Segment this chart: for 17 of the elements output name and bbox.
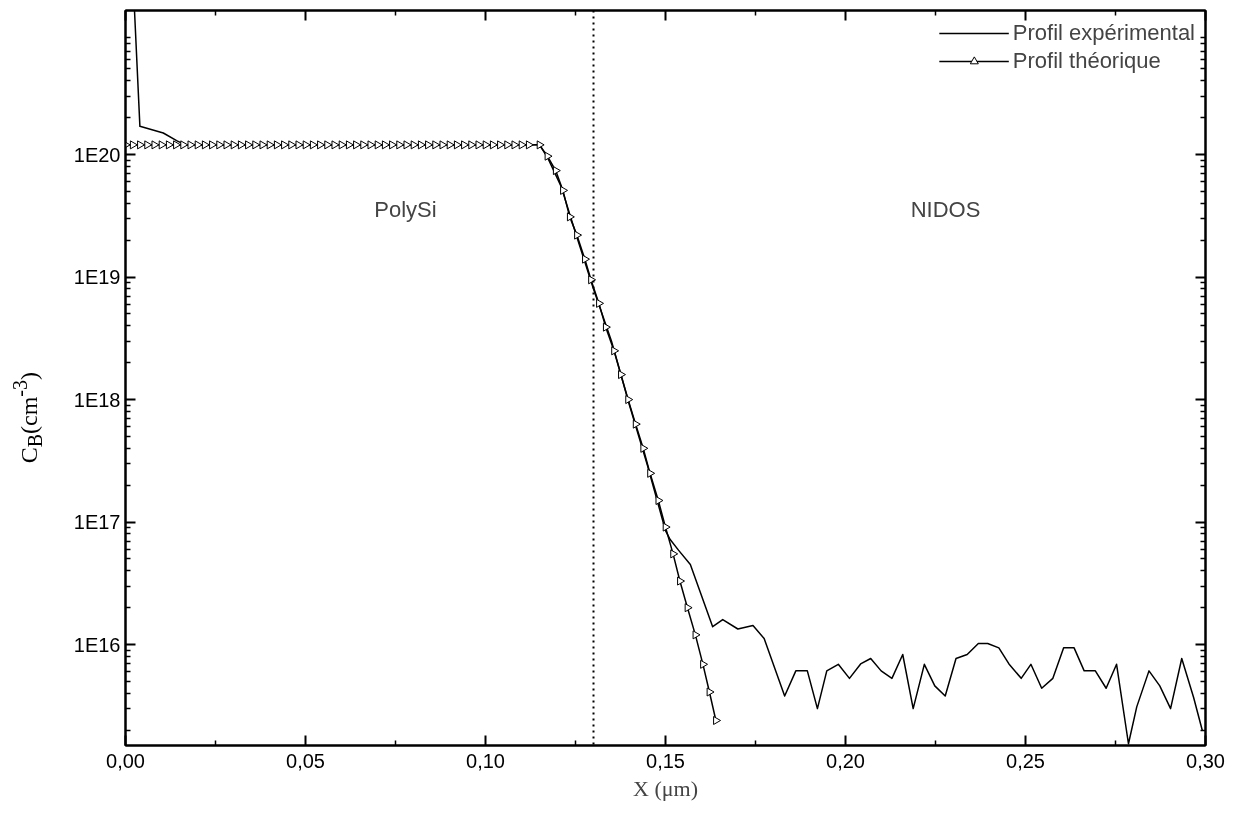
y-tick-label: 1E19 (73, 266, 121, 289)
y-tick-label: 1E16 (73, 633, 121, 656)
legend-label: Profil théorique (1012, 48, 1161, 74)
annotation: NIDOS (910, 197, 981, 223)
x-tick-label: 0,20 (826, 749, 865, 772)
x-tick-label: 0,00 (106, 749, 145, 772)
x-tick-label: 0,15 (646, 749, 685, 772)
annotation: PolySi (374, 197, 437, 223)
legend-label: Profil expérimental (1012, 20, 1195, 46)
y-tick-label: 1E20 (73, 143, 121, 166)
x-tick-label: 0,25 (1006, 749, 1045, 772)
x-tick-label: 0,05 (286, 749, 325, 772)
y-tick-label: 1E18 (73, 388, 121, 411)
x-axis-title: X (μm) (633, 775, 698, 801)
x-tick-label: 0,30 (1186, 749, 1225, 772)
y-tick-label: 1E17 (73, 511, 121, 534)
x-tick-label: 0,10 (466, 749, 505, 772)
